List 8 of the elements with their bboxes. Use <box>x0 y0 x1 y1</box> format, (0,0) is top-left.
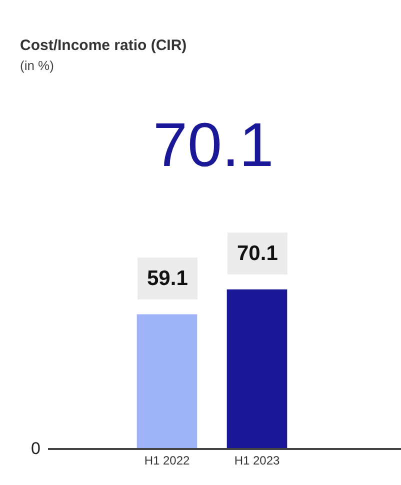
text: 0 <box>31 439 40 458</box>
x-tick-label: H1 2022 <box>144 453 190 468</box>
text: 70.1 <box>153 111 274 180</box>
data-label: 59.1 <box>147 267 188 290</box>
x-tick-label: H1 2023 <box>234 453 280 468</box>
data-label: 70.1 <box>237 242 278 265</box>
chart-subtitle: (in %) <box>20 58 54 73</box>
chart-title: Cost/Income ratio (CIR) <box>20 37 187 54</box>
